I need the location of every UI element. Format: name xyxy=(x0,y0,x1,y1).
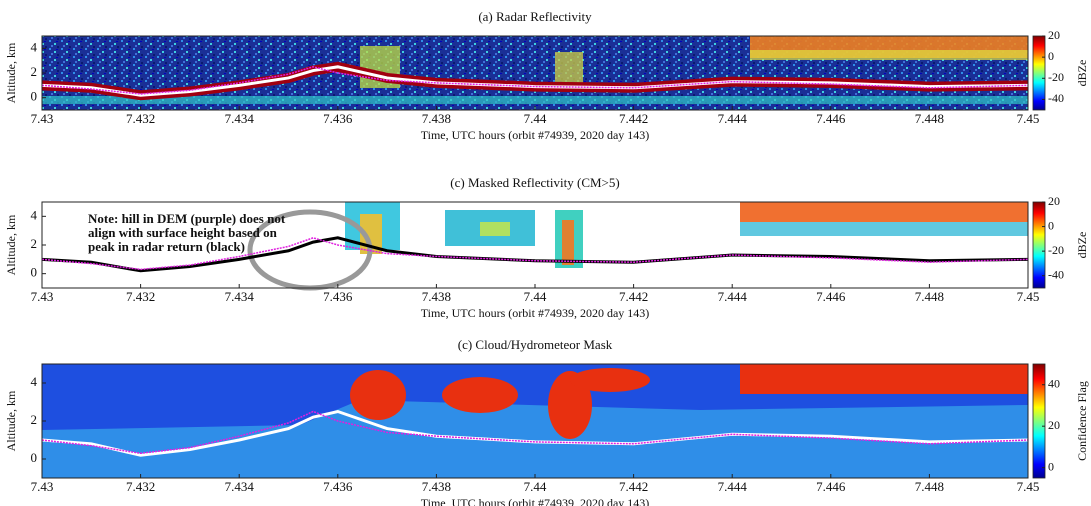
colorbar-tick-label: -40 xyxy=(1048,267,1064,281)
x-tick-label: 7.436 xyxy=(323,111,353,126)
annotation: align with surface height based on xyxy=(88,225,278,240)
panel-title: (c) Cloud/Hydrometeor Mask xyxy=(458,337,613,352)
x-tick-label: 7.432 xyxy=(126,479,155,494)
colorbar xyxy=(1032,35,1046,111)
x-tick-label: 7.43 xyxy=(31,111,54,126)
colorbar-tick-label: 0 xyxy=(1048,218,1054,232)
colorbar-tick-label: -40 xyxy=(1048,91,1064,105)
x-tick-label: 7.436 xyxy=(323,289,353,304)
x-tick-label: 7.446 xyxy=(816,479,846,494)
x-tick-label: 7.442 xyxy=(619,289,648,304)
dem-line xyxy=(42,237,1028,271)
masked-field xyxy=(42,202,1028,288)
x-tick-label: 7.446 xyxy=(816,111,846,126)
colorbar-tick-label: 0 xyxy=(1048,49,1054,63)
y-tick-label: 4 xyxy=(31,39,38,54)
dem-line xyxy=(42,66,1028,95)
x-tick-label: 7.434 xyxy=(225,111,255,126)
annotation: peak in radar return (black) xyxy=(88,239,245,254)
x-tick-label: 7.432 xyxy=(126,289,155,304)
x-tick-label: 7.432 xyxy=(126,111,155,126)
x-axis-label: Time, UTC hours (orbit #74939, 2020 day … xyxy=(421,306,650,320)
colorbar xyxy=(1032,201,1046,289)
x-axis-label: Time, UTC hours (orbit #74939, 2020 day … xyxy=(421,128,650,142)
x-tick-label: 7.45 xyxy=(1017,479,1040,494)
colorbar-tick-label: 40 xyxy=(1048,376,1060,390)
x-tick-label: 7.434 xyxy=(225,289,255,304)
x-tick-label: 7.444 xyxy=(718,479,748,494)
colorbar xyxy=(1032,363,1046,479)
y-tick-label: 0 xyxy=(31,450,38,465)
colorbar-label: Confidence Flag xyxy=(1075,381,1089,461)
x-tick-label: 7.438 xyxy=(422,479,451,494)
lines xyxy=(42,409,1028,457)
y-tick-label: 0 xyxy=(31,89,38,104)
x-tick-label: 7.44 xyxy=(524,479,547,494)
x-tick-label: 7.434 xyxy=(225,479,255,494)
y-tick-label: 2 xyxy=(31,412,38,427)
x-tick-label: 7.446 xyxy=(816,289,846,304)
lines xyxy=(42,236,1028,273)
x-tick-label: 7.43 xyxy=(31,479,54,494)
panel-title: (a) Radar Reflectivity xyxy=(478,9,592,24)
panel-title: (c) Masked Reflectivity (CM>5) xyxy=(450,175,619,190)
lines xyxy=(42,61,1028,101)
dem-line xyxy=(42,410,1028,455)
y-tick-label: 4 xyxy=(31,374,38,389)
x-tick-label: 7.442 xyxy=(619,479,648,494)
x-tick-label: 7.442 xyxy=(619,111,648,126)
x-tick-label: 7.438 xyxy=(422,111,451,126)
y-tick-label: 0 xyxy=(31,265,38,280)
colorbar-tick-label: 0 xyxy=(1048,459,1054,473)
colorbar-tick-label: 20 xyxy=(1048,194,1060,208)
x-tick-label: 7.448 xyxy=(915,479,944,494)
colorbar-tick-label: 20 xyxy=(1048,28,1060,42)
y-axis-label: Altitude, km xyxy=(4,214,18,275)
x-axis-label: Time, UTC hours (orbit #74939, 2020 day … xyxy=(421,496,650,506)
colorbar-label: dBZe xyxy=(1075,60,1089,87)
x-tick-label: 7.45 xyxy=(1017,289,1040,304)
colorbar-tick-label: -20 xyxy=(1048,243,1064,257)
surface-line xyxy=(42,409,1028,457)
x-tick-label: 7.438 xyxy=(422,289,451,304)
x-tick-label: 7.43 xyxy=(31,289,54,304)
mask-field xyxy=(42,364,1028,478)
x-tick-label: 7.45 xyxy=(1017,111,1040,126)
x-tick-label: 7.444 xyxy=(718,289,748,304)
x-tick-label: 7.448 xyxy=(915,289,944,304)
y-tick-label: 4 xyxy=(31,207,38,222)
colorbar-tick-label: -20 xyxy=(1048,70,1064,84)
y-axis-label: Altitude, km xyxy=(4,390,18,451)
y-tick-label: 2 xyxy=(31,236,38,251)
x-tick-label: 7.448 xyxy=(915,111,944,126)
x-tick-label: 7.436 xyxy=(323,479,353,494)
x-tick-label: 7.44 xyxy=(524,111,547,126)
colorbar-label: dBZe xyxy=(1075,232,1089,259)
y-axis-label: Altitude, km xyxy=(4,42,18,103)
colorbar-tick-label: 20 xyxy=(1048,418,1060,432)
annotation: Note: hill in DEM (purple) does not xyxy=(88,211,286,226)
reflectivity-field xyxy=(42,36,1028,110)
y-tick-label: 2 xyxy=(31,64,38,79)
x-tick-label: 7.44 xyxy=(524,289,547,304)
x-tick-label: 7.444 xyxy=(718,111,748,126)
